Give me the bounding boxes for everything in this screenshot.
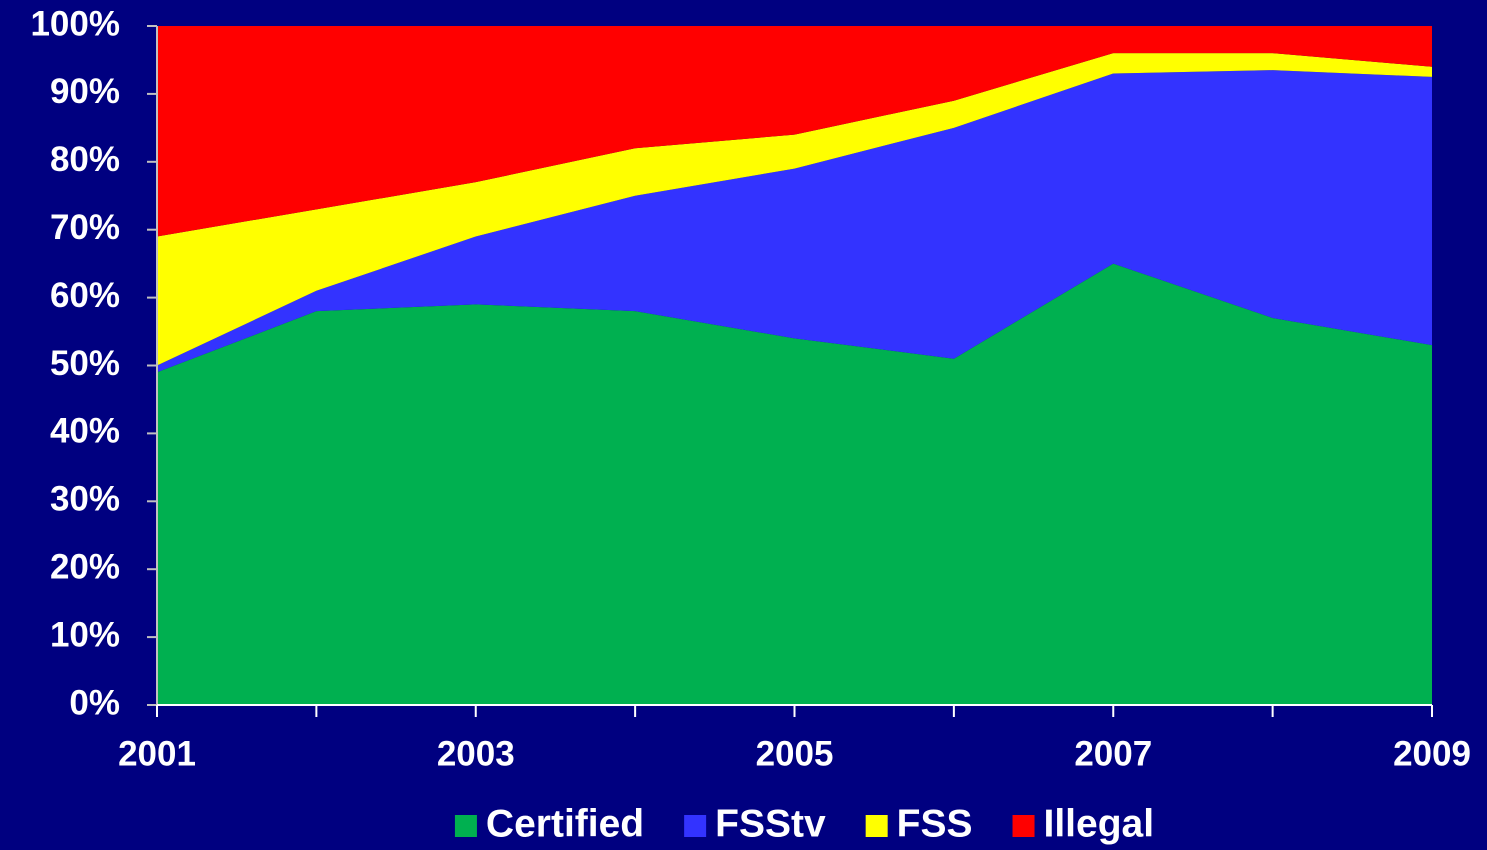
legend-label: Illegal — [1044, 802, 1155, 845]
legend-swatch — [454, 815, 477, 837]
y-tick-label: 30% — [50, 480, 120, 519]
y-tick-label: 40% — [50, 412, 120, 451]
y-tick-label: 60% — [50, 276, 120, 315]
area — [157, 26, 1432, 237]
y-tick-label: 20% — [50, 547, 120, 586]
y-tick-label: 10% — [50, 615, 120, 654]
x-tick-label: 2003 — [437, 734, 515, 773]
x-tick-label: 2005 — [756, 734, 834, 773]
area — [157, 70, 1432, 373]
legend-label: Certified — [486, 802, 644, 845]
area — [157, 53, 1432, 366]
area — [157, 263, 1432, 705]
y-tick-label: 100% — [30, 4, 120, 43]
legend-label: FSS — [897, 802, 973, 845]
y-tick-label: 90% — [50, 72, 120, 111]
x-tick-label: 2007 — [1074, 734, 1152, 773]
y-tick-label: 50% — [50, 344, 120, 383]
legend-swatch — [865, 815, 888, 837]
x-tick-label: 2001 — [118, 734, 196, 773]
y-tick-label: 0% — [69, 683, 120, 722]
legend-label: FSStv — [715, 802, 826, 845]
legend-swatch — [684, 815, 707, 837]
legend-swatch — [1012, 815, 1035, 837]
y-tick-label: 70% — [50, 208, 120, 247]
x-tick-label: 2009 — [1393, 734, 1471, 773]
y-tick-label: 80% — [50, 140, 120, 179]
